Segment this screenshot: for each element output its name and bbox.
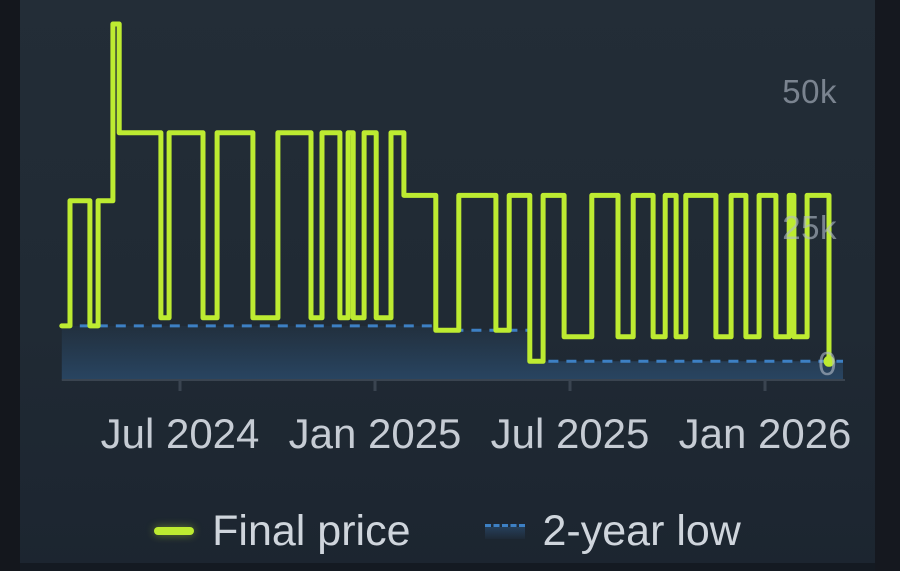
x-axis-label-jan-2025: Jan 2025 <box>288 410 462 457</box>
two-year-low-dashed-swatch-icon <box>484 523 525 539</box>
x-axis-label-jul-2024: Jul 2024 <box>100 410 260 457</box>
y-axis-label-0: 0 <box>818 345 837 382</box>
chart-legend: Final price 2-year low <box>20 503 875 559</box>
final-price-line-swatch-icon <box>154 527 195 535</box>
legend-label-2-year-low: 2-year low <box>542 506 741 555</box>
x-axis-label-jul-2025: Jul 2025 <box>490 410 650 457</box>
legend-label-final-price: Final price <box>212 506 411 555</box>
bottom-divider <box>20 563 875 571</box>
y-axis-label-50k: 50k <box>782 73 837 110</box>
left-letterbox-band <box>0 0 20 571</box>
x-axis-label-jan-2026: Jan 2026 <box>678 410 852 457</box>
y-axis-label-25k: 25k <box>782 209 837 246</box>
legend-item-2-year-low[interactable]: 2-year low <box>484 506 741 556</box>
legend-item-final-price[interactable]: Final price <box>154 506 411 556</box>
right-letterbox-band <box>875 0 900 571</box>
